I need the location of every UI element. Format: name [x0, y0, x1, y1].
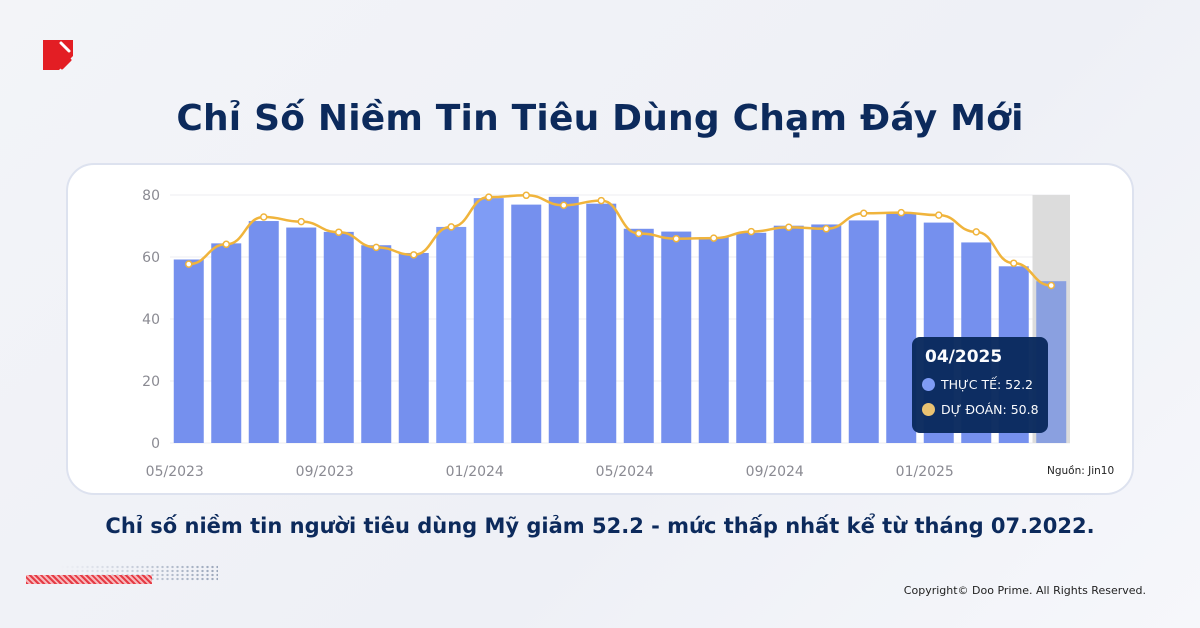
- forecast-point: [185, 260, 193, 268]
- x-tick-label: 09/2023: [296, 464, 354, 480]
- bar: [698, 237, 729, 443]
- y-tick-label: 40: [142, 312, 160, 328]
- forecast-point: [372, 243, 380, 252]
- forecast-line: [188, 194, 1052, 287]
- bar: [661, 231, 692, 443]
- forecast-point: [860, 209, 868, 218]
- bar: [623, 228, 654, 443]
- y-tick-label: 20: [142, 374, 160, 390]
- forecast-point: [560, 201, 568, 209]
- forecast-point: [1047, 281, 1055, 290]
- forecast-point: [710, 234, 718, 242]
- forecast-point: [972, 228, 980, 236]
- bar: [773, 225, 804, 443]
- bar: [586, 203, 617, 443]
- bar: [436, 226, 467, 443]
- bar: [736, 232, 767, 443]
- tooltip-actual-label: THỰC TẾ: 52.2: [941, 377, 1034, 392]
- forecast-point: [297, 217, 305, 226]
- forecast-point: [822, 225, 830, 233]
- forecast-point: [897, 208, 905, 217]
- forecast-point: [485, 193, 493, 201]
- forecast-point: [1010, 259, 1018, 267]
- bar: [886, 213, 917, 443]
- x-tick-label: 05/2024: [596, 464, 654, 480]
- forecast-point: [260, 213, 268, 221]
- x-tick-label: 09/2024: [746, 464, 804, 480]
- tooltip: 04/2025 THỰC TẾ: 52.2 DỰ ĐOÁN: 50.8: [912, 337, 1048, 433]
- forecast-point: [635, 229, 643, 238]
- y-tick-label: 0: [151, 436, 160, 452]
- doo-prime-logo: [43, 40, 73, 70]
- bar: [323, 231, 354, 443]
- forecast-point: [597, 196, 605, 205]
- bar: [361, 245, 392, 443]
- copyright: Copyright© Doo Prime. All Rights Reserve…: [903, 584, 1146, 597]
- bar: [848, 220, 879, 443]
- x-tick-label: 01/2024: [446, 464, 504, 480]
- tooltip-forecast: DỰ ĐOÁN: 50.8: [922, 402, 1039, 417]
- bar: [398, 252, 429, 443]
- x-tick-label: 01/2025: [896, 464, 954, 480]
- bar: [473, 198, 504, 443]
- tooltip-actual: THỰC TẾ: 52.2: [922, 377, 1033, 392]
- y-tick-label: 60: [142, 250, 160, 266]
- forecast-point: [935, 211, 943, 219]
- bar: [286, 227, 317, 443]
- forecast-dot-icon: [922, 403, 935, 416]
- forecast-point: [785, 223, 793, 231]
- page-title: Chỉ Số Niềm Tin Tiêu Dùng Chạm Đáy Mới: [176, 98, 1024, 139]
- bar: [248, 221, 279, 443]
- forecast-point: [410, 251, 418, 259]
- forecast-point: [672, 234, 680, 243]
- bar: [548, 196, 579, 443]
- bar: [811, 224, 842, 443]
- x-tick-label: 05/2023: [146, 464, 204, 480]
- y-tick-label: 80: [142, 188, 160, 204]
- source-note: Nguồn: Jin10: [1047, 465, 1115, 477]
- forecast-point: [222, 240, 230, 249]
- forecast-point: [747, 227, 755, 236]
- bar: [173, 259, 204, 443]
- actual-dot-icon: [922, 378, 935, 391]
- forecast-point: [447, 223, 455, 231]
- forecast-point: [522, 191, 530, 200]
- tooltip-title: 04/2025: [925, 347, 1003, 367]
- bar: [511, 204, 542, 443]
- bar: [211, 243, 242, 443]
- tooltip-forecast-label: DỰ ĐOÁN: 50.8: [941, 402, 1039, 417]
- decorative-stripe: [26, 575, 152, 584]
- forecast-point: [335, 228, 343, 236]
- subtitle: Chỉ số niềm tin người tiêu dùng Mỹ giảm …: [105, 514, 1095, 538]
